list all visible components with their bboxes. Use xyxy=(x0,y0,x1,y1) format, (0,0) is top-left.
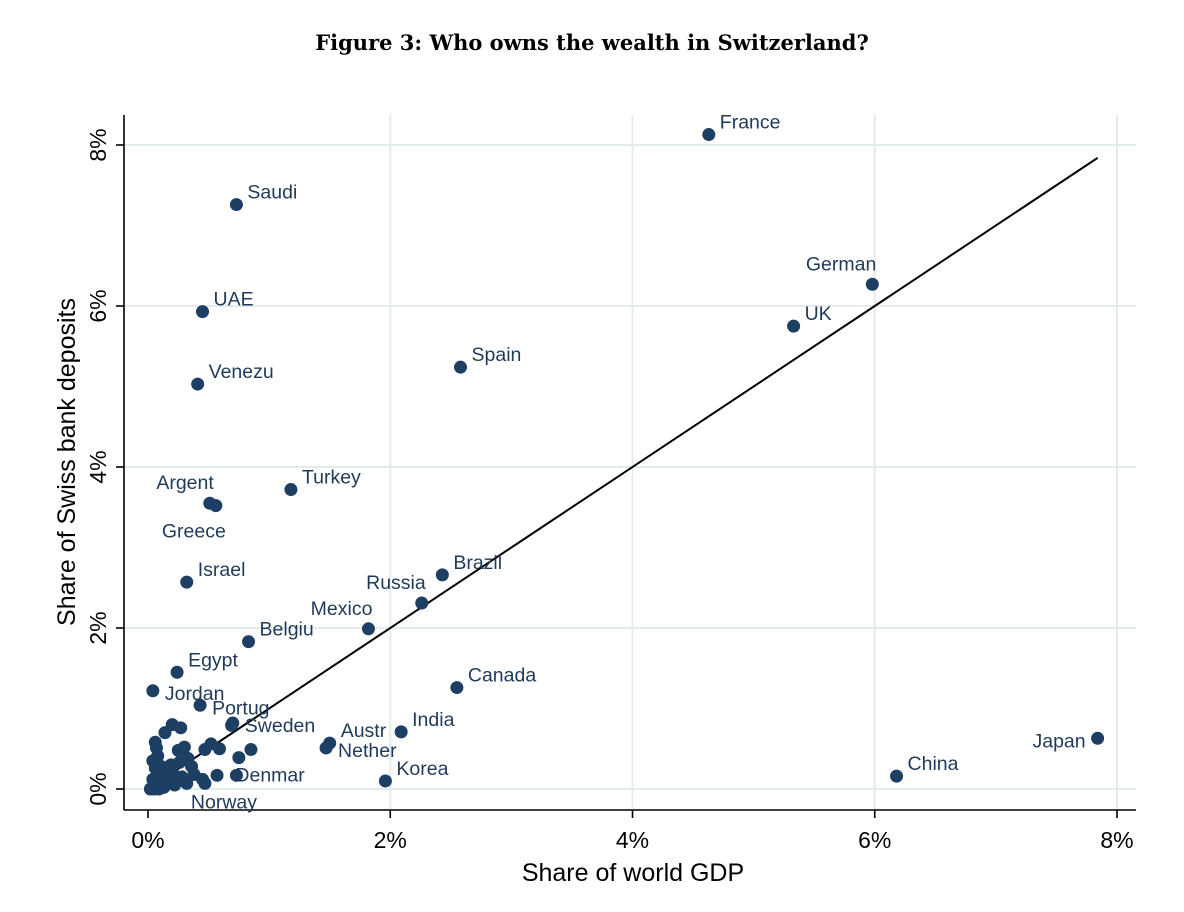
figure-title: Figure 3: Who owns the wealth in Switzer… xyxy=(315,30,869,55)
point-label-venezu: Venezu xyxy=(209,361,274,383)
data-point-uae xyxy=(196,305,210,319)
y-tick-label: 4% xyxy=(85,450,111,483)
x-tick-label: 4% xyxy=(616,827,649,853)
point-label-canada: Canada xyxy=(468,665,536,687)
x-tick-label: 2% xyxy=(374,827,407,853)
data-point-china xyxy=(890,769,904,783)
point-label-france: France xyxy=(720,112,781,134)
y-tick-label: 8% xyxy=(85,128,111,161)
data-point xyxy=(164,758,178,772)
data-point-egypt xyxy=(170,665,184,679)
point-label-spain: Spain xyxy=(472,344,522,366)
point-label-portug: Portug xyxy=(212,697,269,719)
point-label-israel: Israel xyxy=(198,559,246,581)
data-point-korea xyxy=(378,774,392,788)
data-point-saudi xyxy=(229,198,243,212)
point-label-russia: Russia xyxy=(366,572,426,594)
data-point-jordan xyxy=(146,684,160,698)
point-label-mexico: Mexico xyxy=(311,598,373,620)
point-label-uae: UAE xyxy=(214,289,254,311)
y-axis-title: Share of Swiss bank deposits xyxy=(53,298,81,626)
data-point-nether xyxy=(319,741,333,755)
data-point-belgiu xyxy=(242,635,256,649)
data-point-sweden xyxy=(226,716,240,730)
plot-background xyxy=(124,115,1136,810)
data-point-france xyxy=(702,128,716,142)
point-label-denmar: Denmar xyxy=(235,764,305,786)
point-label-china: China xyxy=(908,753,959,775)
data-point-mexico xyxy=(361,622,375,636)
point-label-brazil: Brazil xyxy=(453,552,502,574)
point-label-egypt: Egypt xyxy=(188,649,238,671)
point-label-greece: Greece xyxy=(162,521,226,543)
y-tick-label: 0% xyxy=(85,772,111,805)
point-label-uk: UK xyxy=(805,303,832,325)
point-labels: France Saudi German UAE UK Spain Venezu Turkey A… xyxy=(156,112,1085,814)
y-tick-label: 6% xyxy=(85,289,111,322)
x-axis-title: Share of world GDP xyxy=(522,859,744,887)
y-tick-label: 2% xyxy=(85,611,111,644)
point-label-argent: Argent xyxy=(156,472,214,494)
axes: 0% 2% 4% 6% 8% 0% 2% 4% 6% 8% xyxy=(85,115,1136,853)
point-label-belgiu: Belgiu xyxy=(260,619,314,641)
data-point-canada xyxy=(450,681,464,695)
data-point xyxy=(148,735,162,749)
point-label-korea: Korea xyxy=(396,758,448,780)
point-label-india: India xyxy=(412,709,454,731)
data-point xyxy=(212,742,226,756)
point-label-saudi: Saudi xyxy=(247,182,297,204)
fit-line-group xyxy=(147,157,1099,790)
data-points xyxy=(143,128,1105,796)
data-point xyxy=(153,778,167,792)
data-point xyxy=(244,743,258,757)
data-point-japan xyxy=(1091,731,1105,745)
data-point xyxy=(232,751,246,765)
data-point-india xyxy=(394,725,408,739)
data-point xyxy=(180,776,194,790)
point-label-nether: Nether xyxy=(338,740,397,762)
data-point-russia xyxy=(415,596,429,610)
point-label-norway: Norway xyxy=(191,791,257,813)
fit-line xyxy=(147,157,1099,790)
data-point-brazil xyxy=(435,568,449,582)
data-point xyxy=(168,778,182,792)
data-point-israel xyxy=(180,575,194,589)
data-point-uk xyxy=(787,319,801,333)
gridlines xyxy=(124,115,1136,810)
point-label-japan: Japan xyxy=(1032,730,1085,752)
data-point-denmar xyxy=(229,768,243,782)
point-label-german: German xyxy=(806,253,876,275)
data-point-venezu xyxy=(191,377,205,391)
data-point-norway xyxy=(198,776,212,790)
x-tick-label: 8% xyxy=(1100,827,1133,853)
data-point xyxy=(177,740,191,754)
data-point-spain xyxy=(454,360,468,374)
data-point-german xyxy=(865,277,879,291)
x-tick-label: 0% xyxy=(131,827,164,853)
x-tick-label: 6% xyxy=(858,827,891,853)
point-label-jordan: Jordan xyxy=(165,683,225,705)
data-point xyxy=(210,768,224,782)
data-point xyxy=(174,721,188,735)
point-label-austr: Austr xyxy=(341,720,387,742)
point-label-sweden: Sweden xyxy=(245,715,315,737)
data-point-portug xyxy=(193,698,207,712)
data-point-greece xyxy=(209,499,223,513)
point-label-turkey: Turkey xyxy=(302,467,361,489)
data-point-turkey xyxy=(284,483,298,497)
